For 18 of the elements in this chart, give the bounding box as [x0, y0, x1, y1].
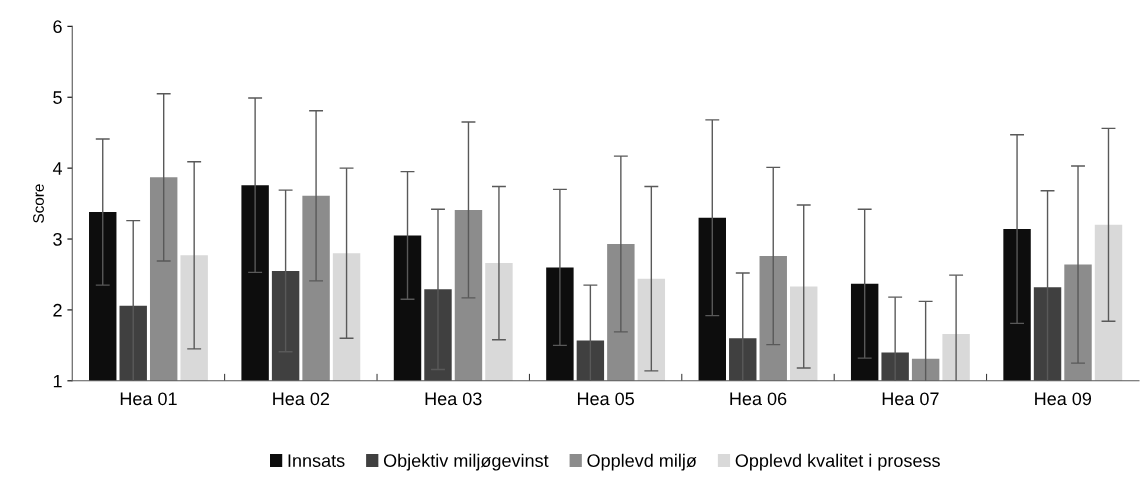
y-tick-label: 2 — [53, 303, 62, 317]
y-tick-label: 4 — [52, 162, 63, 175]
legend-label: Opplevd miljø — [587, 453, 697, 471]
x-tick-label: Hea 06 — [730, 392, 787, 406]
y-axis-title: Score — [33, 184, 44, 223]
legend-label: Objektiv miljøgevinst — [383, 453, 549, 471]
x-tick-label: Hea 09 — [1035, 392, 1092, 406]
x-tick-label: Hea 01 — [120, 392, 177, 406]
legend-label: Innsats — [288, 454, 345, 468]
y-tick-label: 5 — [53, 91, 62, 104]
x-tick-label: Hea 02 — [273, 392, 330, 406]
y-tick-label: 1 — [53, 374, 62, 388]
legend-label: Opplevd kvalitet i prosess — [735, 453, 940, 471]
x-tick-label: Hea 05 — [577, 392, 634, 406]
y-tick-label: 3 — [53, 232, 62, 246]
y-tick-label: 6 — [53, 20, 62, 34]
x-tick-label: Hea 07 — [882, 392, 939, 406]
x-tick-label: Hea 03 — [425, 392, 482, 406]
